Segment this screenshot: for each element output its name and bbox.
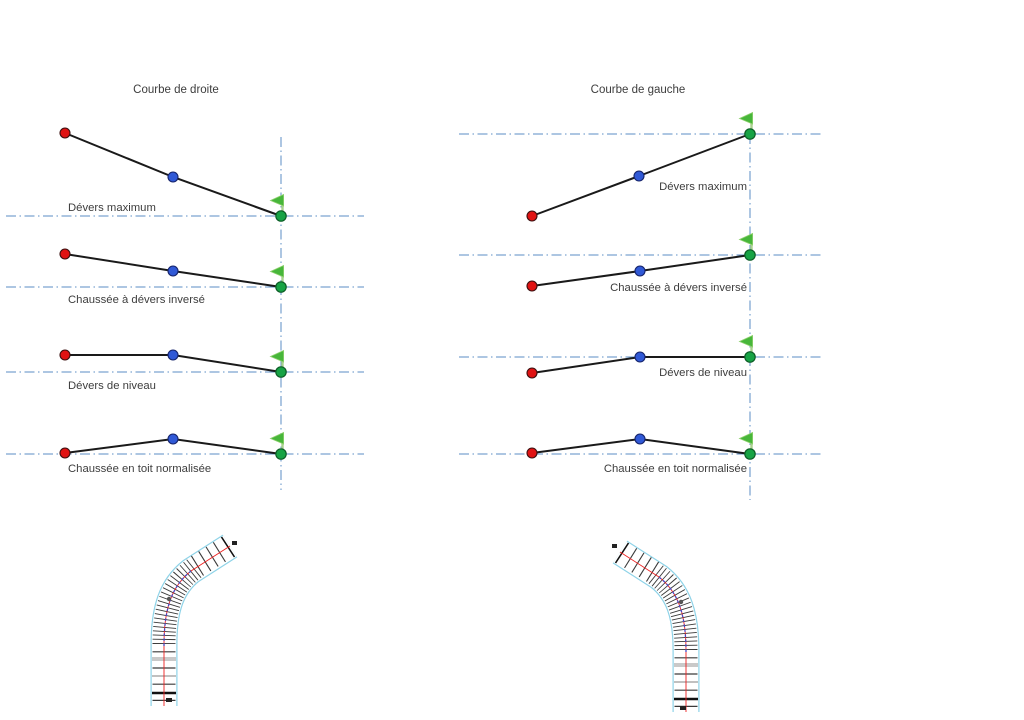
section-label: Dévers de niveau — [68, 380, 156, 392]
station-marker — [232, 541, 237, 545]
point-marker-red — [526, 210, 538, 222]
station-marker — [612, 544, 617, 548]
point-marker-red — [59, 349, 71, 361]
section-label: Dévers de niveau — [659, 367, 747, 379]
point-marker-red — [526, 447, 538, 459]
station-marker — [678, 599, 684, 605]
point-marker-green — [744, 351, 756, 363]
point-marker-blue — [167, 433, 179, 445]
section-label: Chaussée en toit normalisée — [604, 463, 747, 475]
point-marker-blue — [634, 433, 646, 445]
point-marker-green — [275, 210, 287, 222]
section-label: Chaussée en toit normalisée — [68, 463, 211, 475]
road-plan-left — [150, 534, 238, 706]
section-label: Dévers maximum — [68, 202, 156, 214]
panel-title: Courbe de gauche — [591, 84, 686, 96]
point-marker-red — [526, 280, 538, 292]
point-marker-green — [275, 366, 287, 378]
section-label: Chaussée à dévers inversé — [68, 294, 205, 306]
point-marker-green — [744, 128, 756, 140]
point-marker-green — [275, 448, 287, 460]
point-marker-blue — [167, 171, 179, 183]
panel-left-curve: Courbe de gauche Dévers maximum Chaussée… — [459, 84, 821, 500]
point-marker-red — [526, 367, 538, 379]
point-marker-blue — [167, 265, 179, 277]
road-plan-right — [612, 540, 700, 712]
section-label: Dévers maximum — [659, 181, 747, 193]
panel-right-curve: Courbe de droite Dévers maximum Chaussée… — [6, 84, 364, 490]
point-marker-blue — [634, 265, 646, 277]
panel-title: Courbe de droite — [133, 84, 219, 96]
station-marker — [166, 698, 172, 702]
road-curve-centerline — [658, 576, 687, 653]
point-marker-green — [744, 448, 756, 460]
station-marker — [166, 596, 172, 602]
point-marker-blue — [167, 349, 179, 361]
point-marker-blue — [633, 170, 645, 182]
station-marker — [680, 706, 686, 710]
section-label: Chaussée à dévers inversé — [610, 282, 747, 294]
point-marker-blue — [634, 351, 646, 363]
point-marker-red — [59, 248, 71, 260]
point-marker-green — [744, 249, 756, 261]
point-marker-red — [59, 127, 71, 139]
point-marker-green — [275, 281, 287, 293]
point-marker-red — [59, 447, 71, 459]
